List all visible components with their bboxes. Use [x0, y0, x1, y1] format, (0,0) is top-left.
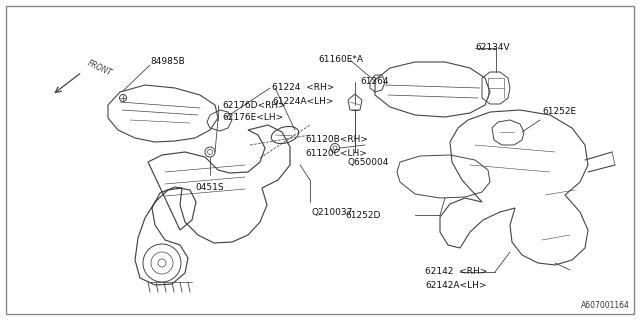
Text: 61120B<RH>: 61120B<RH> [305, 135, 368, 145]
Text: Q210037: Q210037 [312, 207, 353, 217]
Text: 62134V: 62134V [475, 44, 509, 52]
Text: 62176D<RH>: 62176D<RH> [222, 100, 285, 109]
Text: 84985B: 84985B [150, 58, 185, 67]
Text: 61252D: 61252D [345, 211, 380, 220]
Text: 62142A<LH>: 62142A<LH> [425, 281, 486, 290]
Text: 0451S: 0451S [195, 183, 223, 193]
Text: 61224  <RH>: 61224 <RH> [272, 84, 334, 92]
Text: 61120C<LH>: 61120C<LH> [305, 149, 367, 158]
Text: 61252E: 61252E [542, 108, 576, 116]
Text: Q650004: Q650004 [348, 157, 389, 166]
Text: 61160E*A: 61160E*A [318, 55, 363, 65]
Text: A607001164: A607001164 [581, 301, 630, 310]
Text: 61224A<LH>: 61224A<LH> [272, 98, 333, 107]
Text: 62176E<LH>: 62176E<LH> [222, 114, 284, 123]
Text: FRONT: FRONT [86, 59, 113, 77]
Text: 61264: 61264 [360, 77, 388, 86]
Text: 62142  <RH>: 62142 <RH> [425, 268, 488, 276]
